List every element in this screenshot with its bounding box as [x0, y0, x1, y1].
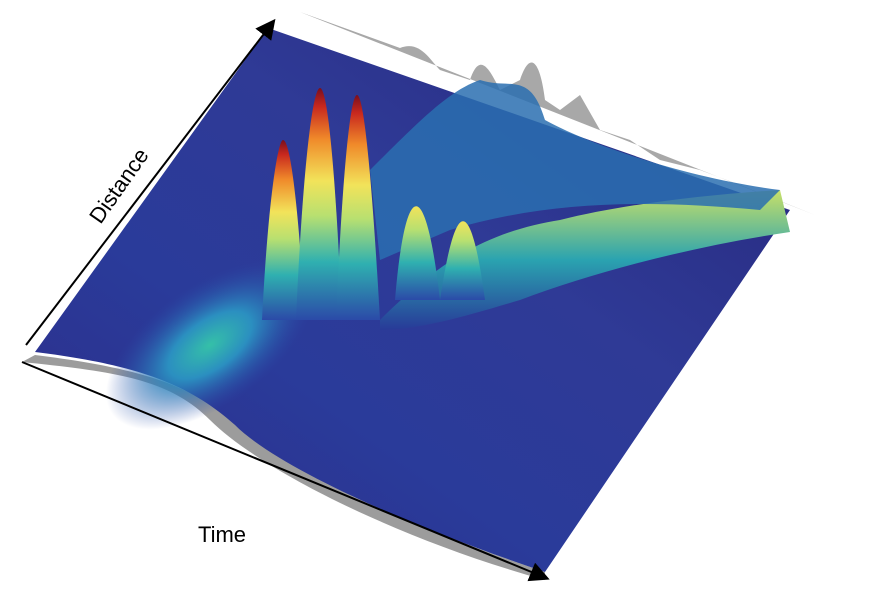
time-arrow — [21, 361, 550, 582]
peak — [296, 88, 342, 320]
side-peak — [395, 206, 440, 300]
peak — [336, 95, 380, 320]
ridge-back — [370, 80, 780, 260]
distance-profile-shadow — [300, 12, 815, 215]
peak — [262, 140, 305, 320]
time-label: Time — [198, 522, 246, 547]
surface-glow — [105, 260, 315, 430]
distance-arrow — [25, 18, 276, 346]
side-peak — [440, 221, 485, 300]
